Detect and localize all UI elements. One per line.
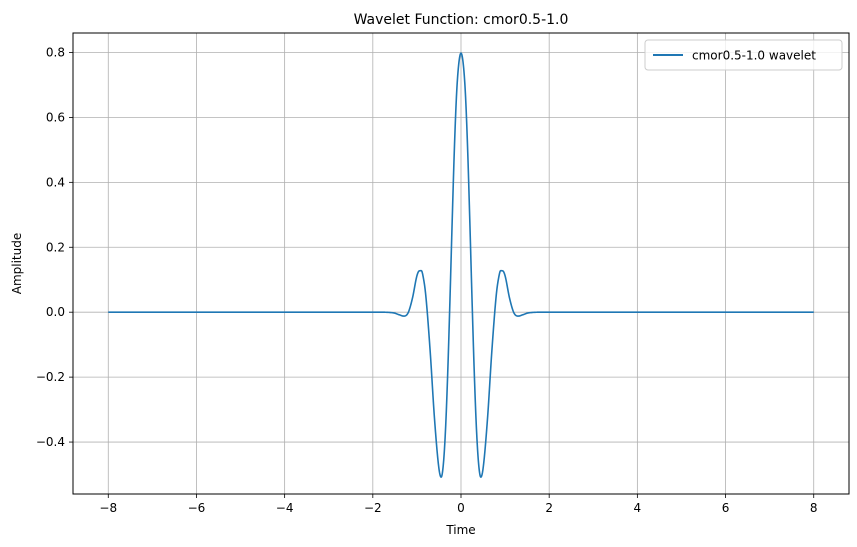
x-axis-label: Time	[445, 523, 475, 537]
y-tick-label: −0.4	[36, 435, 65, 449]
y-tick-label: −0.2	[36, 370, 65, 384]
x-tick-label: 6	[722, 501, 730, 515]
x-axis: −8 −6 −4 −2 0 2 4 6 8	[99, 494, 818, 515]
y-tick-label: 0.4	[46, 175, 65, 189]
legend: cmor0.5-1.0 wavelet	[644, 39, 843, 71]
x-tick-label: 0	[457, 501, 465, 515]
y-tick-label: 0.0	[46, 305, 65, 319]
x-tick-label: −8	[99, 501, 117, 515]
y-axis-label: Amplitude	[10, 233, 24, 295]
x-tick-label: −6	[188, 501, 206, 515]
legend-box	[644, 39, 843, 71]
x-tick-label: −2	[364, 501, 382, 515]
y-axis: −0.4 −0.2 0.0 0.2 0.4 0.6 0.8	[36, 45, 73, 449]
y-tick-label: 0.6	[46, 110, 65, 124]
y-tick-label: 0.2	[46, 240, 65, 254]
y-tick-label: 0.8	[46, 45, 65, 59]
series-layer	[108, 52, 814, 478]
x-tick-label: −4	[276, 501, 294, 515]
legend-entry: cmor0.5-1.0 wavelet	[692, 49, 816, 63]
series-line	[108, 52, 814, 478]
x-tick-label: 8	[810, 501, 818, 515]
x-tick-label: 4	[634, 501, 642, 515]
chart-title: Wavelet Function: cmor0.5-1.0	[354, 12, 569, 28]
x-tick-label: 2	[545, 501, 553, 515]
